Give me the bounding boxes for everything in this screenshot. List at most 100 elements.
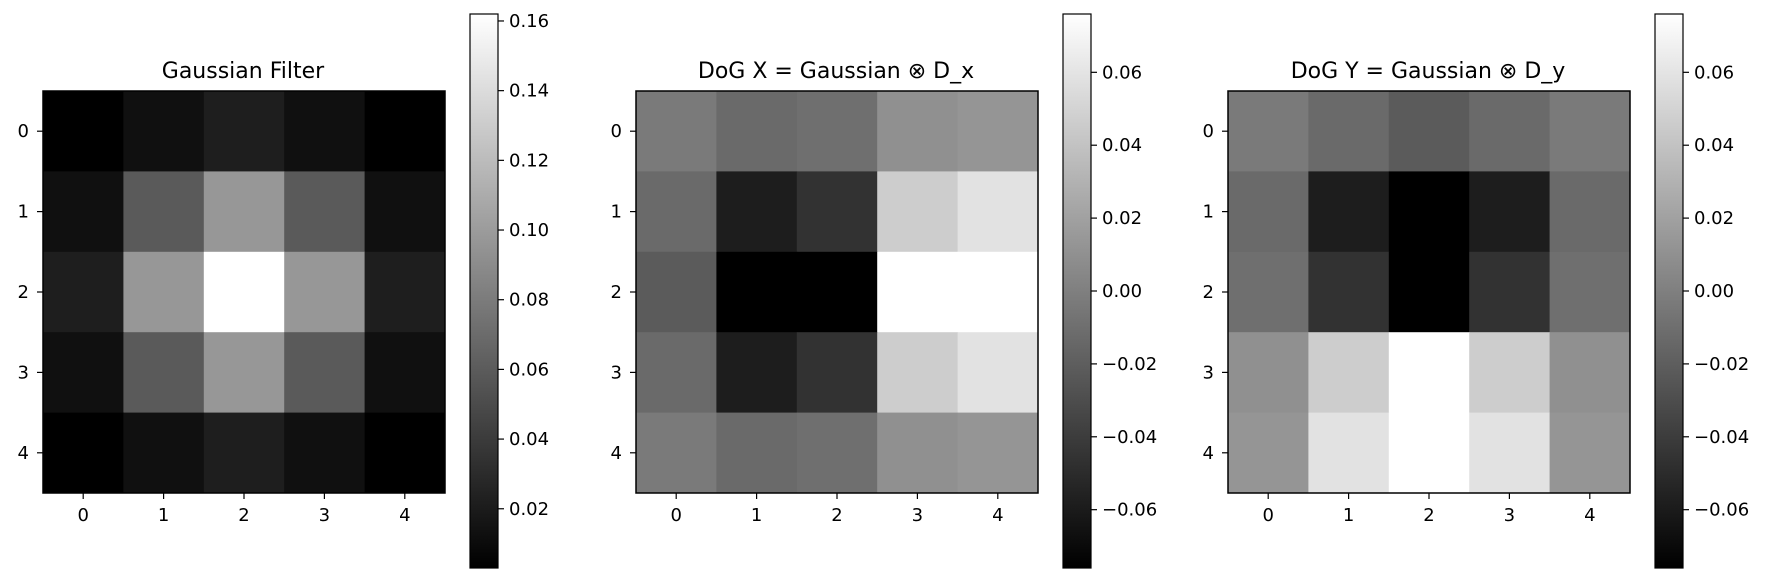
x-tick-label: 0 [77,505,88,526]
y-tick-label: 0 [1203,121,1214,142]
y-tick-label: 0 [611,121,622,142]
heatmap-cell [957,91,1039,172]
colorbar-tick-label: 0.00 [1694,281,1734,302]
heatmap-cell [716,332,798,414]
heatmap-cell [1469,251,1551,333]
chart-title: DoG X = Gaussian ⊗ D_x [698,59,974,84]
y-tick-label: 0 [18,121,29,142]
heatmap-cell [636,171,717,253]
y-tick-label: 1 [18,202,29,223]
heatmap-cell [1228,412,1309,494]
heatmap-cell [1388,91,1470,172]
heatmap-cell [1549,91,1631,172]
x-tick-label: 0 [1262,505,1273,526]
colorbar-tick-label: 0.04 [1694,135,1734,156]
heatmap-cell [796,251,878,333]
heatmap-cell [203,251,285,333]
heatmap-cell [1469,332,1551,414]
gaussian-filter-panel: Gaussian Filter 0 1 2 3 4 0 1 2 3 4 0.02 0.04 0.06 0.… [18,11,549,569]
heatmap-cell [1549,412,1631,494]
colorbar-tick-label: 0.12 [509,150,549,171]
heatmap-cell [1228,171,1309,253]
heatmap-cell [364,91,446,172]
x-tick-label: 4 [992,505,1003,526]
heatmap-cell [43,332,124,414]
heatmap-cell [1469,171,1551,253]
heatmap-cell [1308,91,1390,172]
x-tick-label: 4 [399,505,410,526]
heatmap-cell [636,251,717,333]
heatmap-cell [1469,91,1551,172]
x-tick-label: 4 [1584,505,1595,526]
y-tick-label: 2 [611,282,622,303]
heatmap-cell [364,251,446,333]
colorbar-tick-label: −0.06 [1102,500,1157,521]
heatmap-cell [957,171,1039,253]
y-tick-label: 4 [611,443,622,464]
y-tick-label: 3 [611,362,622,383]
heatmap-cell [877,171,959,253]
heatmap-cell [636,412,717,494]
heatmap-cell [123,251,205,333]
heatmap-cell [716,91,798,172]
heatmap-cell [1308,412,1390,494]
colorbar-tick-label: −0.06 [1694,500,1749,521]
colorbar-tick-label: 0.06 [509,359,549,380]
y-tick-label: 2 [1203,282,1214,303]
heatmap-cell [203,171,285,253]
heatmap-cell [1469,412,1551,494]
colorbar-tick-label: 0.02 [1694,208,1734,229]
colorbar-tick-label: 0.00 [1102,281,1142,302]
heatmap-cell [1388,171,1470,253]
y-tick-label: 3 [18,362,29,383]
colorbar [1062,13,1092,569]
heatmap-cell [1549,251,1631,333]
heatmap-cell [284,91,366,172]
heatmap-cell [1388,412,1470,494]
heatmap-cell [957,251,1039,333]
colorbar-tick-label: 0.02 [1102,208,1142,229]
colorbar [469,13,499,569]
heatmap-cell [796,171,878,253]
x-tick-label: 1 [1343,505,1354,526]
x-tick-label: 2 [1423,505,1434,526]
heatmap-cell [796,412,878,494]
colorbar-tick-label: 0.14 [509,81,549,102]
heatmap-cell [284,332,366,414]
heatmap-cell [1308,332,1390,414]
heatmap-cell [796,332,878,414]
heatmap-cell [716,412,798,494]
heatmap-cell [877,412,959,494]
y-tick-label: 3 [1203,362,1214,383]
colorbar-tick-label: 0.02 [509,499,549,520]
heatmap-cell [1388,251,1470,333]
heatmap-cell [877,332,959,414]
heatmap-cell [877,91,959,172]
heatmap-cell [957,412,1039,494]
colorbar-tick-label: −0.04 [1102,427,1157,448]
heatmap-cell [636,332,717,414]
dog-y-panel: DoG Y = Gaussian ⊗ D_y 0 1 2 3 4 0 1 2 3 4 −0.06 −0… [1203,13,1749,569]
x-tick-label: 3 [1504,505,1515,526]
heatmap-cell [43,171,124,253]
x-tick-label: 0 [670,505,681,526]
heatmap-cell [877,251,959,333]
x-tick-label: 1 [158,505,169,526]
heatmap-cell [203,91,285,172]
heatmap-cell [716,171,798,253]
heatmap-cell [1228,251,1309,333]
colorbar-tick-label: −0.02 [1102,354,1157,375]
heatmap-cell [1549,332,1631,414]
heatmap-cell [364,412,446,494]
heatmap-cell [1228,332,1309,414]
colorbar-tick-label: 0.06 [1694,62,1734,83]
y-tick-label: 1 [611,202,622,223]
heatmap-cell [203,412,285,494]
colorbar-tick-label: 0.04 [1102,135,1142,156]
heatmap-cell [364,332,446,414]
colorbar-tick-label: 0.10 [509,220,549,241]
y-tick-label: 2 [18,282,29,303]
heatmap-cell [957,332,1039,414]
heatmap-cell [716,251,798,333]
